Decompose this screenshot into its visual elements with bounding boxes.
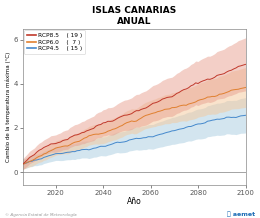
Text: © Agencia Estatal de Meteorología: © Agencia Estatal de Meteorología	[5, 213, 77, 217]
X-axis label: Año: Año	[127, 197, 141, 206]
Legend: RCP8.5    ( 19 ), RCP6.0    (  7 ), RCP4.5    ( 15 ): RCP8.5 ( 19 ), RCP6.0 ( 7 ), RCP4.5 ( 15…	[24, 30, 86, 54]
Y-axis label: Cambio de la temperatura máxima (°C): Cambio de la temperatura máxima (°C)	[5, 52, 11, 162]
Text: 🐦 aemet: 🐦 aemet	[227, 211, 255, 217]
Title: ISLAS CANARIAS
ANUAL: ISLAS CANARIAS ANUAL	[92, 5, 176, 26]
